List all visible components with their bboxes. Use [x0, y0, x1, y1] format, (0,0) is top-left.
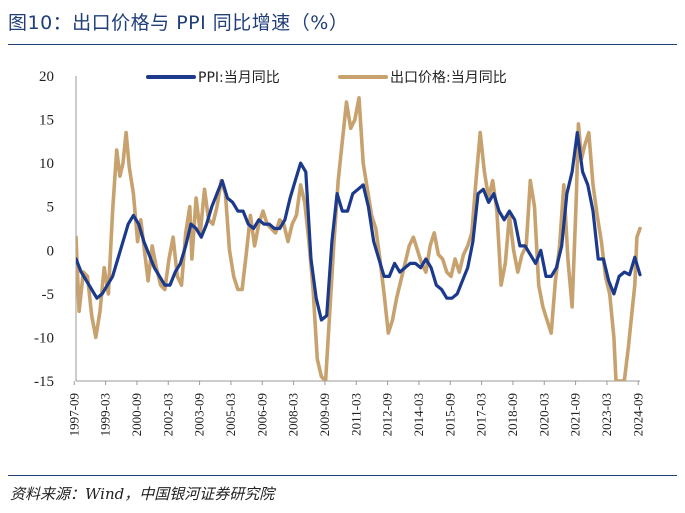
x-tick-label: 2000-09	[129, 393, 144, 436]
y-axis-ticks: 20 15 10 5 0 -5 -10 -15	[34, 69, 54, 390]
y-tick-label: -15	[34, 374, 54, 390]
x-tick-label: 2011-03	[348, 393, 363, 436]
x-tick-label: 2012-09	[380, 393, 395, 436]
series-line-export-price	[76, 96, 642, 381]
y-tick-label: 15	[39, 113, 54, 129]
x-tick-label: 2006-09	[254, 393, 269, 436]
legend: PPI:当月同比 出口价格:当月同比	[146, 70, 507, 86]
x-tick-label: 2015-09	[442, 393, 457, 436]
source-note: 资料来源：Wind，中国银河证券研究院	[10, 485, 275, 503]
y-tick-label: 10	[39, 156, 54, 172]
x-tick-label: 1999-03	[98, 393, 113, 436]
y-tick-label: -5	[42, 287, 55, 303]
y-tick-label: -10	[34, 330, 54, 346]
x-tick-label: 1997-09	[66, 393, 81, 436]
x-axis-ticks: 1997-09 1999-03 2000-09 2002-03 2003-09 2005-…	[66, 381, 645, 436]
x-tick-label: 2017-03	[474, 393, 489, 436]
x-tick-label: 2018-09	[505, 393, 520, 436]
x-tick-label: 2014-03	[411, 393, 426, 436]
title-rule	[8, 44, 677, 45]
x-tick-label: 2021-09	[568, 393, 583, 436]
axes	[75, 76, 640, 382]
x-tick-label: 2003-09	[192, 393, 207, 436]
x-tick-label: 2023-03	[599, 393, 614, 436]
series-line-ppi	[76, 131, 642, 322]
x-tick-label: 2009-09	[317, 393, 332, 436]
legend-item-export-price-label: 出口价格:当月同比	[390, 70, 507, 86]
series-lines	[76, 96, 642, 381]
y-tick-label: 20	[39, 69, 54, 85]
x-tick-label: 2020-03	[536, 393, 551, 436]
chart-title: 图10：出口价格与 PPI 同比增速（%）	[8, 12, 349, 34]
x-tick-label: 2008-03	[286, 393, 301, 436]
y-tick-label: 5	[47, 200, 55, 216]
x-tick-label: 2024-09	[630, 393, 645, 436]
source-rule	[8, 475, 677, 476]
y-tick-label: 0	[47, 243, 55, 259]
legend-item-ppi-label: PPI:当月同比	[198, 70, 280, 86]
x-tick-label: 2002-03	[160, 393, 175, 436]
x-tick-label: 2005-03	[223, 393, 238, 436]
